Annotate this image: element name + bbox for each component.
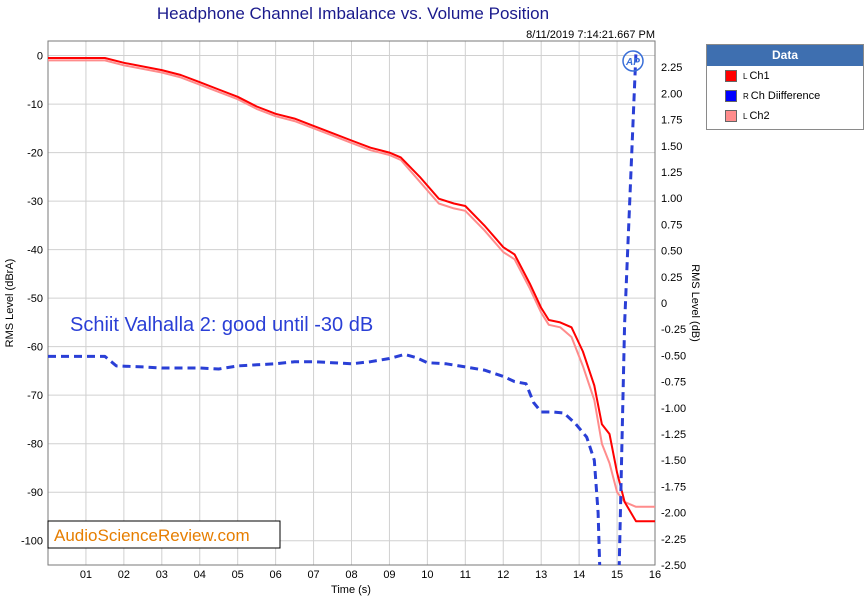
y-tick-label: -20 — [27, 148, 43, 160]
series-line-ch1 — [48, 57, 655, 523]
x-tick-label: 13 — [535, 569, 547, 581]
x-tick-label: 06 — [270, 569, 282, 581]
legend-label: Ch Diifference — [750, 90, 821, 102]
x-tick-label: 04 — [194, 569, 206, 581]
annotation-text: Schiit Valhalla 2: good until -30 dB — [70, 314, 373, 336]
y2-tick-label: 2.25 — [661, 62, 682, 74]
y2-tick-label: -1.50 — [661, 455, 686, 467]
ap-logo-icon: AP — [622, 50, 644, 72]
legend-title: Data — [707, 45, 863, 66]
timestamp: 8/11/2019 7:14:21.667 PM — [526, 29, 655, 41]
x-tick-label: 16 — [649, 569, 661, 581]
x-tick-label: 09 — [383, 569, 395, 581]
legend-sup: R — [743, 91, 749, 101]
series-line-ch2 — [48, 59, 655, 508]
x-tick-label: 11 — [460, 569, 471, 581]
x-tick-label: 02 — [118, 569, 130, 581]
y2-tick-label: -1.25 — [661, 429, 686, 441]
x-tick-label: 01 — [80, 569, 92, 581]
x-tick-label: 14 — [573, 569, 585, 581]
y2-tick-label: 1.50 — [661, 141, 682, 153]
y2-tick-label: -2.00 — [661, 508, 686, 520]
y-tick-label: -100 — [21, 536, 43, 548]
legend-label: Ch2 — [749, 110, 770, 122]
y2-tick-label: 0.25 — [661, 272, 682, 284]
x-axis-label: Time (s) — [331, 584, 371, 596]
y-axis-label: RMS Level (dBrA) — [4, 259, 16, 348]
chart-title: Headphone Channel Imbalance vs. Volume P… — [157, 4, 549, 23]
y2-tick-label: 2.00 — [661, 88, 682, 100]
legend-label: Ch1 — [749, 70, 770, 82]
x-tick-label: 10 — [421, 569, 433, 581]
legend-sup: L — [743, 71, 748, 81]
legend-item-ch-difference[interactable]: R Ch Diifference — [707, 86, 863, 106]
x-tick-label: 05 — [232, 569, 244, 581]
y2-tick-labels: 2.25 2.00 1.75 1.50 1.25 1.00 0.75 0.50 0.25 0 -0.… — [661, 62, 686, 572]
y-tick-label: -40 — [27, 245, 43, 257]
y2-tick-label: -1.75 — [661, 481, 686, 493]
y2-tick-label: 0 — [661, 298, 667, 310]
series-layer — [48, 51, 655, 565]
y-tick-label: -50 — [27, 293, 43, 305]
x-tick-label: 12 — [497, 569, 509, 581]
y-tick-label: -10 — [27, 99, 43, 111]
x-tick-label: 07 — [307, 569, 319, 581]
watermark-box: AudioScienceReview.com — [47, 520, 281, 549]
y2-tick-label: -0.50 — [661, 350, 686, 362]
y-tick-label: -70 — [27, 390, 43, 402]
y2-tick-label: 1.25 — [661, 167, 682, 179]
legend-item-ch2[interactable]: L Ch2 — [707, 106, 863, 126]
series-line-ch-diifference — [48, 51, 638, 565]
y-tick-label: -30 — [27, 196, 43, 208]
x-tick-label: 15 — [611, 569, 623, 581]
y2-tick-label: 1.00 — [661, 193, 682, 205]
legend: Data L Ch1 R Ch Diifference L Ch2 — [706, 44, 864, 130]
grid — [48, 41, 655, 565]
y2-tick-label: -0.25 — [661, 324, 686, 336]
x-tick-labels: 01 02 03 04 05 06 07 08 09 10 11 12 13 14 15 16 — [80, 569, 661, 581]
y-tick-label: -60 — [27, 342, 43, 354]
y2-tick-label: -1.00 — [661, 403, 686, 415]
y-tick-label: -80 — [27, 439, 43, 451]
legend-sup: L — [743, 111, 748, 121]
legend-item-ch1[interactable]: L Ch1 — [707, 66, 863, 86]
y2-tick-label: -2.50 — [661, 560, 686, 572]
legend-swatch — [725, 110, 737, 122]
legend-swatch — [725, 90, 737, 102]
y-tick-label: -90 — [27, 487, 43, 499]
plot-frame — [47, 40, 656, 566]
y2-tick-label: -2.25 — [661, 534, 686, 546]
watermark-text: AudioScienceReview.com — [54, 526, 250, 545]
y-tick-label: 0 — [37, 51, 43, 63]
y2-axis-label: RMS Level (dB) — [689, 264, 701, 342]
x-tick-label: 03 — [156, 569, 168, 581]
y-tick-labels: 0 -10 -20 -30 -40 -50 -60 -70 -80 -90 -100 — [21, 51, 43, 548]
legend-swatch — [725, 70, 737, 82]
x-tick-label: 08 — [345, 569, 357, 581]
y2-tick-label: -0.75 — [661, 377, 686, 389]
y2-tick-label: 0.50 — [661, 246, 682, 258]
y2-tick-label: 1.75 — [661, 115, 682, 127]
y2-tick-label: 0.75 — [661, 219, 682, 231]
ap-logo-text: AP — [625, 57, 640, 68]
